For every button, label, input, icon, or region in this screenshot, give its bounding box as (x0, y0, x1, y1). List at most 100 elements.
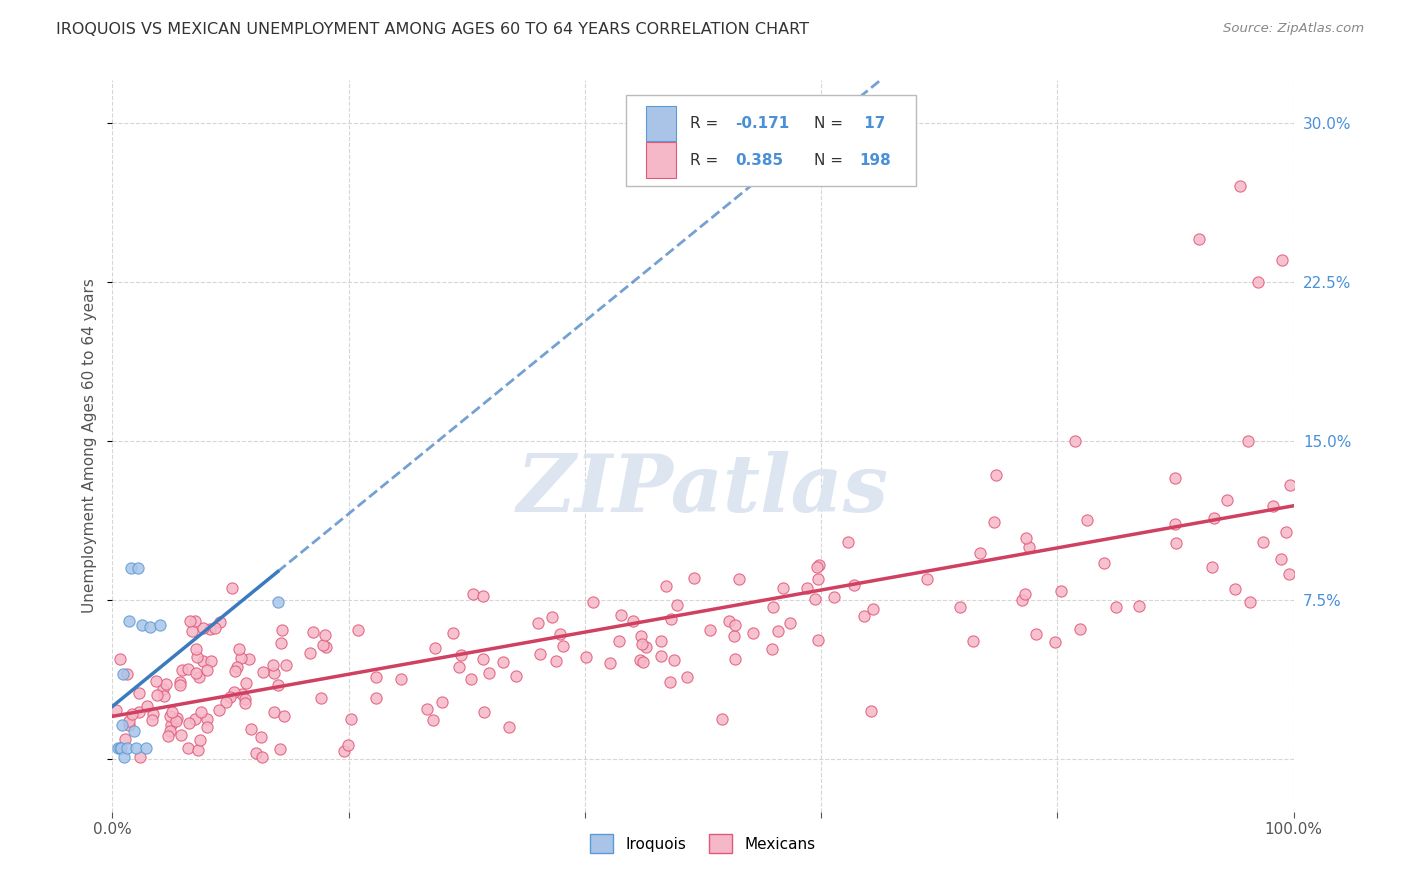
Point (1076, 513, 1098, 527)
Point (107, 741, 129, 756)
Point (505, 669, 527, 683)
Point (309, 690, 332, 705)
Point (860, 704, 883, 718)
Point (340, 712, 363, 726)
Text: N =: N = (814, 116, 848, 131)
Point (245, 746, 267, 760)
Point (962, 633, 984, 648)
Point (128, 749, 150, 764)
Text: 17: 17 (859, 116, 886, 131)
Point (460, 672, 482, 686)
Point (122, 724, 145, 739)
Point (208, 703, 231, 717)
Point (842, 578, 865, 592)
Point (200, 654, 222, 668)
Point (366, 691, 388, 706)
Point (1014, 532, 1036, 546)
Text: -0.171: -0.171 (735, 116, 789, 131)
Point (169, 678, 191, 692)
Point (969, 546, 991, 560)
Point (142, 706, 165, 721)
Point (1216, 493, 1239, 508)
Point (181, 624, 204, 639)
Point (1239, 595, 1261, 609)
Point (1163, 517, 1185, 532)
Point (219, 690, 242, 704)
Point (1018, 540, 1040, 554)
Point (128, 706, 150, 720)
Point (634, 640, 657, 654)
Point (1092, 556, 1115, 570)
Point (666, 599, 689, 613)
FancyBboxPatch shape (626, 95, 915, 186)
Point (472, 589, 495, 603)
Point (135, 741, 157, 756)
Point (1104, 600, 1126, 615)
Point (803, 592, 825, 607)
Point (166, 711, 188, 725)
Point (610, 607, 633, 622)
Point (1128, 599, 1150, 614)
Point (582, 595, 605, 609)
Point (449, 660, 471, 674)
Point (650, 648, 672, 663)
Point (986, 467, 1008, 482)
Point (263, 705, 285, 719)
Point (862, 602, 884, 616)
Point (807, 633, 830, 648)
Point (544, 654, 567, 668)
Point (108, 741, 131, 756)
Point (949, 599, 972, 614)
Point (145, 674, 167, 689)
Point (1229, 179, 1251, 194)
Point (190, 706, 212, 720)
Point (184, 642, 207, 657)
Point (187, 670, 209, 684)
Point (1279, 478, 1302, 492)
Point (1253, 535, 1275, 549)
Point (416, 702, 439, 716)
Point (441, 626, 464, 640)
Point (240, 722, 263, 736)
Point (195, 713, 218, 727)
Point (1014, 586, 1036, 600)
Point (492, 656, 515, 670)
Point (662, 653, 685, 667)
Point (631, 655, 654, 669)
Point (225, 660, 247, 674)
Point (221, 581, 243, 595)
Point (263, 666, 285, 681)
Point (1050, 584, 1073, 599)
Point (267, 595, 290, 609)
Point (711, 713, 734, 727)
Point (1261, 499, 1284, 513)
Point (650, 633, 672, 648)
Text: N =: N = (814, 153, 848, 168)
Point (1063, 434, 1085, 448)
Point (728, 572, 751, 586)
Point (823, 590, 845, 604)
Point (1188, 232, 1211, 246)
Point (186, 665, 208, 680)
Point (183, 615, 205, 629)
Point (215, 695, 238, 709)
Point (125, 741, 148, 756)
Point (718, 614, 741, 628)
Point (761, 642, 783, 657)
Y-axis label: Unemployment Among Ages 60 to 64 years: Unemployment Among Ages 60 to 64 years (82, 278, 97, 614)
Point (121, 707, 143, 722)
Point (1164, 536, 1187, 550)
Point (228, 642, 250, 657)
Point (607, 634, 630, 648)
Point (231, 686, 253, 700)
Point (1270, 552, 1292, 566)
Point (853, 609, 876, 624)
Point (1069, 622, 1091, 636)
Text: ZIPatlas: ZIPatlas (517, 451, 889, 529)
Point (187, 743, 209, 757)
Point (170, 728, 193, 742)
Text: Source: ZipAtlas.com: Source: ZipAtlas.com (1223, 22, 1364, 36)
Point (165, 714, 187, 728)
Point (312, 638, 335, 652)
Point (235, 675, 257, 690)
